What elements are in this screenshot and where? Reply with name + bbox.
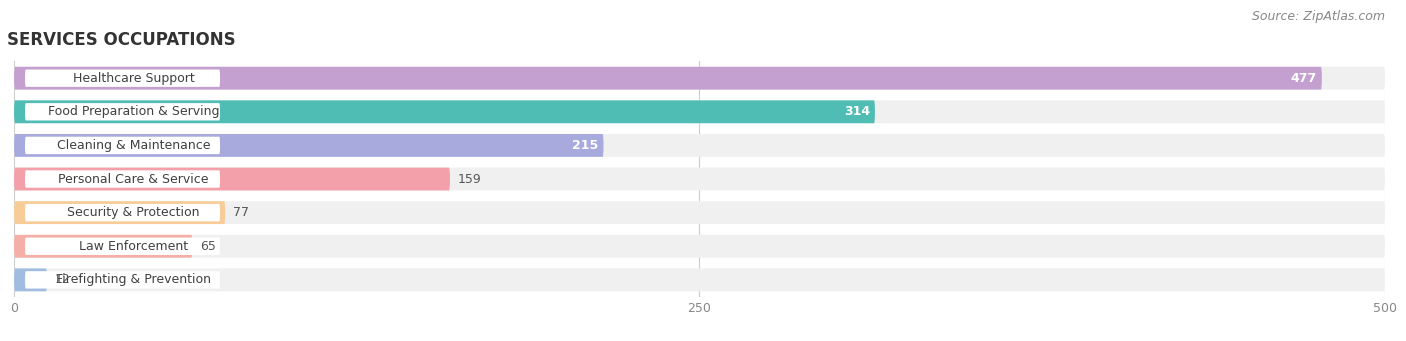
FancyBboxPatch shape [25,170,219,188]
FancyBboxPatch shape [25,271,219,288]
Text: Security & Protection: Security & Protection [67,206,200,219]
FancyBboxPatch shape [14,268,1385,291]
FancyBboxPatch shape [14,134,1385,157]
FancyBboxPatch shape [14,67,1322,90]
Text: Personal Care & Service: Personal Care & Service [58,173,208,186]
FancyBboxPatch shape [14,235,193,258]
FancyBboxPatch shape [14,167,1385,191]
Text: 77: 77 [233,206,249,219]
Text: Cleaning & Maintenance: Cleaning & Maintenance [56,139,211,152]
FancyBboxPatch shape [14,201,225,224]
FancyBboxPatch shape [14,201,1385,224]
FancyBboxPatch shape [14,167,450,191]
Text: 159: 159 [457,173,481,186]
Text: 314: 314 [844,105,870,118]
Text: 477: 477 [1291,72,1317,85]
Text: 12: 12 [55,273,70,286]
Text: Firefighting & Prevention: Firefighting & Prevention [56,273,211,286]
FancyBboxPatch shape [25,137,219,154]
FancyBboxPatch shape [14,134,603,157]
Text: Source: ZipAtlas.com: Source: ZipAtlas.com [1251,10,1385,23]
FancyBboxPatch shape [14,100,875,123]
FancyBboxPatch shape [25,70,219,87]
FancyBboxPatch shape [25,238,219,255]
Text: Law Enforcement: Law Enforcement [79,240,188,253]
FancyBboxPatch shape [25,204,219,221]
FancyBboxPatch shape [14,235,1385,258]
Text: 65: 65 [200,240,215,253]
Text: Food Preparation & Serving: Food Preparation & Serving [48,105,219,118]
Text: SERVICES OCCUPATIONS: SERVICES OCCUPATIONS [7,31,236,49]
FancyBboxPatch shape [14,100,1385,123]
FancyBboxPatch shape [14,268,46,291]
FancyBboxPatch shape [14,67,1385,90]
Text: 215: 215 [572,139,599,152]
Text: Healthcare Support: Healthcare Support [73,72,194,85]
FancyBboxPatch shape [25,103,219,120]
